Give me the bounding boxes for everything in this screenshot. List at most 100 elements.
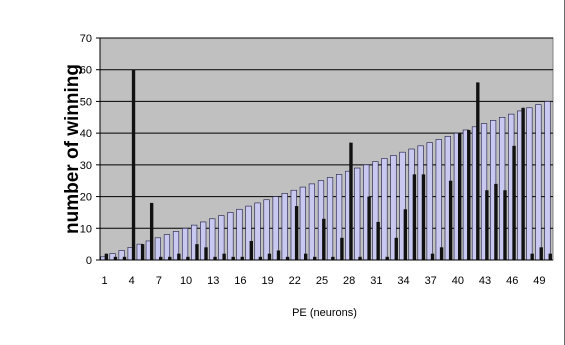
- x-tick-label: 31: [370, 275, 382, 287]
- bar-series-2: [394, 237, 398, 260]
- x-tick-label: 28: [343, 275, 355, 287]
- bar-series-2: [294, 206, 299, 260]
- bars: [100, 69, 552, 261]
- bar-series-2: [385, 256, 389, 260]
- bar-series-2: [376, 221, 380, 260]
- axes: 0 10 20 30 40 50 60 70 1 4 7 10 13 16 19 22 25 28 31 34 37 40…: [80, 33, 553, 287]
- bar-series-2: [539, 247, 543, 260]
- bar-series-2: [122, 256, 127, 260]
- bar-series-2: [485, 190, 489, 260]
- x-tick-label: 10: [180, 275, 192, 287]
- bar-series-2: [331, 256, 335, 260]
- bar-series-2: [213, 256, 217, 260]
- bar-series-2: [258, 256, 263, 260]
- x-tick-label: 1: [101, 275, 107, 287]
- bar-series-2: [458, 133, 462, 260]
- x-tick-label: 7: [156, 275, 162, 287]
- bar-series-2: [530, 253, 534, 260]
- x-tick-label: 43: [479, 275, 491, 287]
- bar-series-2: [149, 202, 154, 260]
- bar-series-2: [421, 174, 426, 260]
- bar-series-1: [209, 218, 216, 261]
- bar-series-1: [218, 215, 225, 261]
- bar-series-1: [236, 208, 243, 261]
- bar-series-2: [222, 253, 226, 260]
- x-tick-label: 49: [533, 275, 545, 287]
- bar-series-2: [231, 256, 235, 260]
- bar-series-2: [367, 196, 371, 260]
- bar-series-1: [526, 107, 533, 261]
- bar-series-1: [163, 234, 171, 261]
- bar-series-2: [412, 174, 417, 260]
- x-tick-label: 22: [289, 275, 301, 287]
- bar-series-2: [177, 253, 181, 260]
- bar-series-2: [494, 183, 498, 260]
- x-tick-label: 46: [506, 275, 518, 287]
- bar-series-2: [358, 256, 362, 260]
- bar-series-1: [544, 101, 551, 261]
- bar-series-2: [340, 237, 344, 260]
- y-tick-label: 0: [86, 255, 92, 267]
- bar-series-2: [168, 256, 172, 260]
- y-tick-label: 70: [80, 33, 92, 45]
- bar-series-1: [299, 186, 306, 261]
- y-tick-label: 30: [80, 160, 92, 172]
- bar-series-2: [512, 145, 516, 260]
- bar-series-2: [113, 256, 118, 260]
- x-tick-label: 40: [452, 275, 464, 287]
- x-tick-label: 19: [261, 275, 273, 287]
- y-tick-label: 10: [80, 223, 92, 235]
- bar-series-1: [535, 104, 542, 261]
- bar-series-1: [381, 158, 388, 261]
- x-tick-label: 37: [425, 275, 437, 287]
- y-tick-label: 20: [80, 192, 92, 204]
- bar-series-2: [249, 240, 253, 260]
- bar-series-1: [181, 227, 189, 261]
- bar-series-2: [131, 69, 136, 260]
- bar-series-2: [159, 256, 163, 260]
- bar-series-2: [403, 209, 408, 260]
- bar-series-2: [448, 180, 453, 260]
- y-tick-label: 40: [80, 128, 92, 140]
- bar-series-1: [426, 142, 433, 261]
- bar-series-1: [254, 202, 261, 261]
- bar-series-2: [439, 247, 444, 260]
- bar-series-2: [467, 129, 471, 260]
- bar-series-2: [430, 253, 435, 260]
- x-tick-label: 13: [207, 275, 219, 287]
- x-axis-label: PE (neurons): [292, 307, 357, 319]
- bar-series-2: [285, 256, 290, 260]
- bar-series-1: [308, 183, 316, 261]
- y-tick-label: 50: [80, 96, 92, 108]
- bar-series-1: [227, 212, 234, 261]
- x-tick-label: 16: [234, 275, 246, 287]
- bar-series-2: [186, 256, 190, 260]
- bar-series-1: [435, 139, 442, 261]
- bar-series-2: [476, 82, 480, 261]
- bar-series-2: [104, 253, 109, 260]
- bar-series-2: [140, 244, 145, 260]
- bar-series-2: [303, 253, 308, 260]
- y-tick-label: 60: [80, 65, 92, 77]
- bar-series-2: [204, 247, 208, 260]
- bar-series-2: [322, 218, 326, 260]
- bar-series-2: [503, 190, 507, 260]
- x-tick-label: 34: [397, 275, 409, 287]
- bar-series-2: [276, 250, 281, 260]
- bar-series-2: [313, 256, 317, 260]
- bar-series-1: [263, 199, 270, 261]
- x-tick-label: 4: [129, 275, 135, 287]
- bar-series-2: [267, 253, 272, 260]
- x-tick-label: 25: [316, 275, 328, 287]
- bar-series-1: [326, 177, 334, 261]
- bar-series-1: [154, 237, 161, 261]
- bar-series-1: [281, 193, 288, 261]
- bar-series-2: [349, 142, 353, 260]
- bar-series-2: [548, 253, 552, 260]
- bar-series-1: [354, 167, 361, 261]
- bar-series-2: [195, 244, 199, 260]
- bar-series-2: [240, 256, 244, 260]
- bar-series-2: [521, 107, 525, 261]
